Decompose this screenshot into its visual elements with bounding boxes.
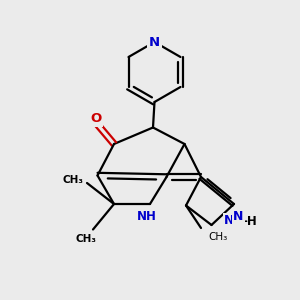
Text: CH₃: CH₃ [63, 175, 84, 185]
Text: –H: –H [242, 215, 257, 228]
Text: O: O [90, 112, 102, 125]
Text: CH₃: CH₃ [75, 233, 96, 244]
Text: N: N [233, 209, 244, 223]
Text: CH₃: CH₃ [208, 232, 228, 242]
Text: NH: NH [137, 209, 157, 223]
Text: N: N [149, 35, 160, 49]
Text: N: N [224, 214, 235, 227]
